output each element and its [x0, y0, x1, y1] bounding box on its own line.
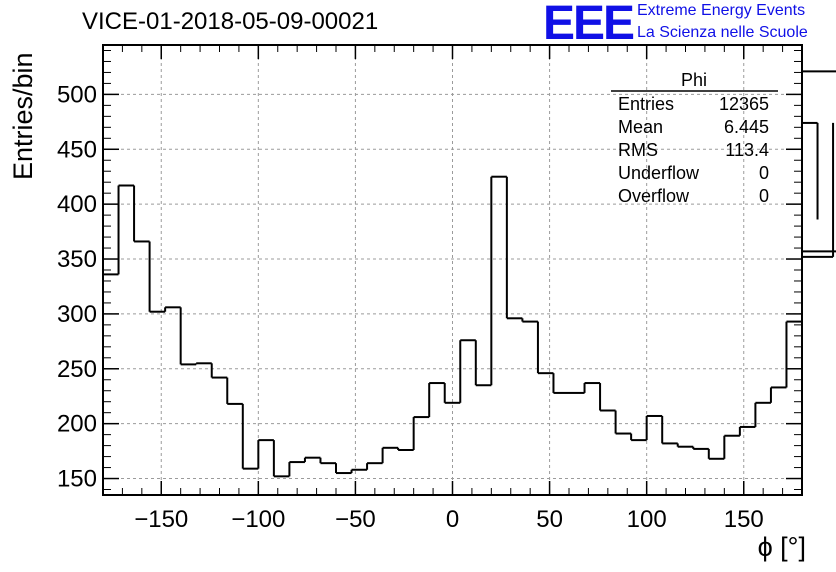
- stats-row-label: Underflow: [618, 163, 700, 183]
- x-axis-label: ϕ [°]: [757, 532, 806, 562]
- y-tick-label: 150: [57, 466, 97, 493]
- run-title: VICE-01-2018-05-09-00021: [82, 8, 379, 35]
- tick-labels: −150 −100 −50 0 50 100 150 150 200 250 300 350 400 45…: [57, 81, 764, 533]
- stats-row-value: 113.4: [725, 140, 769, 160]
- x-tick-label: −50: [335, 506, 376, 533]
- stats-row-label: Mean: [618, 117, 663, 137]
- y-tick-label: 400: [57, 191, 97, 218]
- eee-logo: EEE: [543, 0, 635, 50]
- y-tick-label: 450: [57, 136, 97, 163]
- stats-box-title: Phi: [681, 70, 707, 90]
- logo-line-2: La Scienza nelle Scuole: [637, 24, 808, 41]
- y-tick-label: 350: [57, 246, 97, 273]
- y-tick-label: 250: [57, 356, 97, 383]
- stats-row-label: RMS: [618, 140, 658, 160]
- stats-row-value: 12365: [719, 94, 769, 114]
- axis-ticks: [102, 45, 803, 495]
- y-tick-label: 300: [57, 301, 97, 328]
- logo-line-1: Extreme Energy Events: [637, 2, 806, 19]
- x-tick-label: −150: [134, 506, 188, 533]
- stats-row-value: 6.445: [724, 117, 769, 137]
- stats-row-label: Entries: [618, 94, 674, 114]
- stats-row-label: Overflow: [618, 186, 690, 206]
- stats-row-value: 0: [759, 163, 769, 183]
- y-tick-label: 500: [57, 81, 97, 108]
- grid-lines: [103, 45, 802, 495]
- y-tick-label: 200: [57, 411, 97, 438]
- stats-row-value: 0: [759, 186, 769, 206]
- x-tick-label: 100: [627, 506, 667, 533]
- x-tick-label: 0: [446, 506, 459, 533]
- stats-box: Phi Entries 12365 Mean 6.445 RMS 113.4 Underflo…: [611, 70, 778, 206]
- x-tick-label: −100: [231, 506, 285, 533]
- y-axis-label: Entries/bin: [8, 52, 38, 180]
- x-tick-label: 150: [724, 506, 764, 533]
- x-tick-label: 50: [536, 506, 563, 533]
